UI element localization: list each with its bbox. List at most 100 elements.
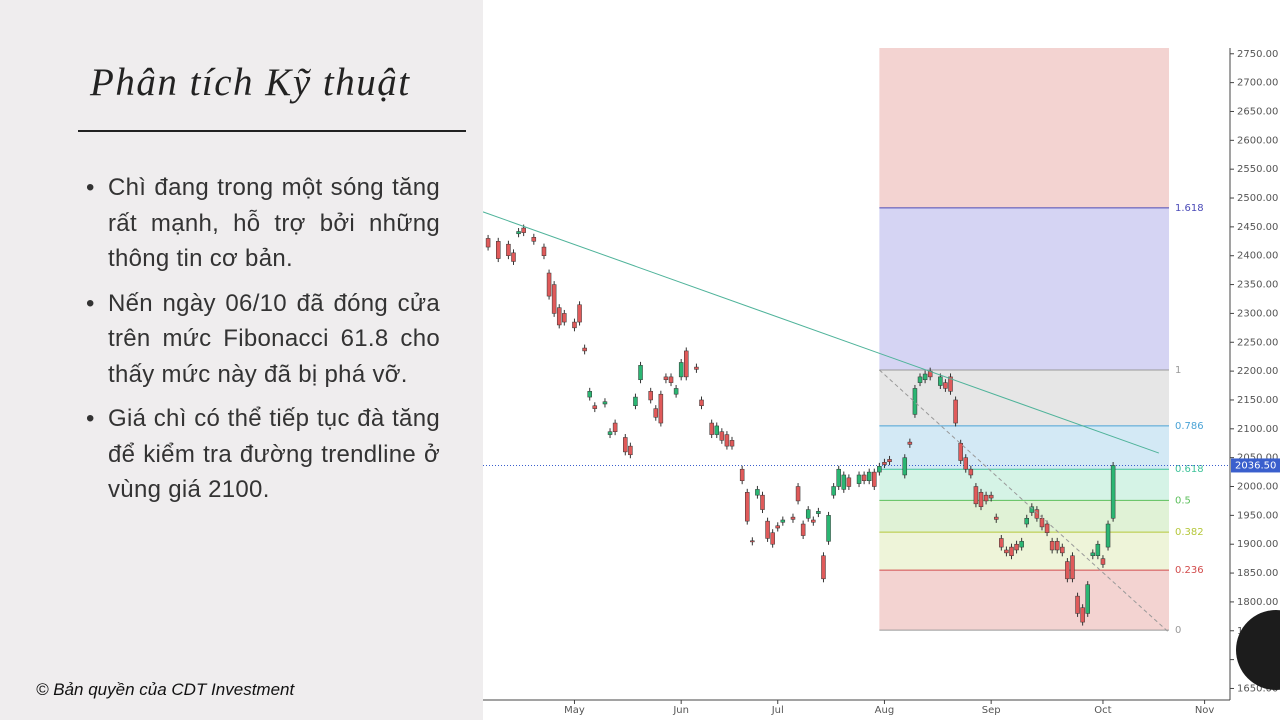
candle-body [592, 405, 598, 409]
candle-body [846, 477, 852, 487]
y-tick-label: 2600.00 [1237, 135, 1278, 146]
candle-body [556, 307, 562, 326]
candle-body [943, 382, 948, 389]
text-panel: Phân tích Kỹ thuật Chì đang trong một só… [0, 0, 483, 720]
slide-title: Phân tích Kỹ thuật [90, 61, 411, 104]
fib-zone [879, 48, 1170, 208]
fib-label: 0.382 [1175, 527, 1204, 538]
candle-body [612, 422, 618, 432]
candle-body [826, 515, 831, 542]
last-price-label: 2036.50 [1235, 460, 1276, 471]
candle-body [1105, 523, 1111, 548]
x-tick-label: Aug [875, 705, 895, 716]
candle-body [770, 532, 775, 545]
x-tick-label: Nov [1195, 705, 1215, 716]
candle-body [653, 408, 659, 418]
candle-body [978, 492, 984, 507]
candle-body [795, 486, 801, 502]
bullet: Giá chì có thể tiếp tục đà tăng để kiểm … [86, 401, 440, 508]
y-tick-label: 2200.00 [1237, 366, 1278, 377]
candle-body [760, 494, 765, 510]
candle-body [872, 471, 877, 487]
y-tick-label: 2750.00 [1237, 49, 1278, 60]
trendline [482, 211, 1160, 454]
candle-body [719, 431, 725, 441]
candle-body [811, 519, 816, 523]
candle-body [816, 511, 821, 514]
candle-body [694, 366, 699, 370]
candle-body [1004, 549, 1009, 554]
candle-body [709, 422, 714, 435]
y-tick-label: 1950.00 [1237, 510, 1278, 521]
candle-body [1044, 523, 1050, 533]
fib-label: 0.5 [1175, 495, 1191, 506]
candle-body [831, 486, 836, 496]
candle-body [1070, 555, 1075, 580]
y-tick-label: 2350.00 [1237, 280, 1278, 291]
fib-label: 1 [1175, 365, 1181, 376]
candle-body [1095, 543, 1101, 557]
y-tick-label: 2050.00 [1237, 453, 1278, 464]
candle-body [744, 492, 750, 522]
fib-label: 0.786 [1175, 421, 1204, 432]
candle-body [1014, 543, 1019, 551]
y-tick-label: 2550.00 [1237, 164, 1278, 175]
fib-label: 0.236 [1175, 565, 1204, 576]
candle-body [1075, 595, 1080, 614]
candle-body [780, 519, 786, 523]
candle-body [658, 393, 664, 424]
candle-body [1110, 465, 1116, 519]
x-tick-label: Sep [982, 705, 1001, 716]
x-tick-label: Oct [1094, 705, 1111, 716]
last-price-box [1231, 458, 1280, 473]
candle-body [485, 238, 491, 248]
candle-body [546, 272, 552, 297]
candle-body [1039, 517, 1045, 528]
candle-body [750, 540, 755, 543]
candle-body [988, 494, 994, 499]
candle-body [729, 440, 735, 447]
candle-body [1100, 558, 1106, 565]
fib-zone [879, 425, 1170, 470]
candle-body [623, 437, 628, 453]
x-tick-label: Jun [672, 705, 689, 716]
fib-zone [879, 207, 1170, 370]
candle-body [673, 388, 679, 395]
candle-body [678, 362, 684, 378]
candle-body [495, 241, 501, 259]
x-tick-label: Jul [771, 705, 784, 716]
candle-body [1060, 546, 1065, 554]
candle-body [663, 376, 669, 381]
candle-body [1029, 506, 1035, 513]
candle-body [958, 442, 963, 461]
copyright: © Bản quyền của CDT Investment [36, 680, 295, 699]
candle-body [775, 525, 780, 529]
candle-body [587, 391, 592, 398]
candle-body [902, 457, 908, 476]
bullet: Chì đang trong một sóng tăng rất mạnh, h… [86, 170, 440, 277]
candle-body [506, 243, 511, 256]
candle-body [765, 520, 770, 539]
candle-body [983, 494, 989, 502]
candle-body [541, 246, 547, 256]
fib-zone [879, 532, 1170, 571]
candle-body [917, 376, 923, 383]
candle-body [684, 350, 689, 378]
candle-body [963, 457, 969, 470]
y-tick-label: 1800.00 [1237, 597, 1278, 608]
candle-body [1034, 509, 1040, 519]
y-tick-label: 1650.00 [1237, 683, 1278, 694]
candle-body [968, 468, 974, 476]
candle-body [551, 284, 557, 314]
fib-label: 0 [1175, 625, 1181, 636]
fib-label: 0.618 [1175, 464, 1204, 475]
bullet-list: Chì đang trong một sóng tăng rất mạnh, h… [86, 170, 440, 517]
candle-body [877, 466, 882, 473]
y-tick-label: 2450.00 [1237, 222, 1278, 233]
candle-body [511, 252, 516, 262]
candle-body [628, 445, 633, 456]
candle-body [724, 434, 730, 447]
y-tick-label: 1900.00 [1237, 539, 1278, 550]
y-tick-label: 2650.00 [1237, 106, 1278, 117]
